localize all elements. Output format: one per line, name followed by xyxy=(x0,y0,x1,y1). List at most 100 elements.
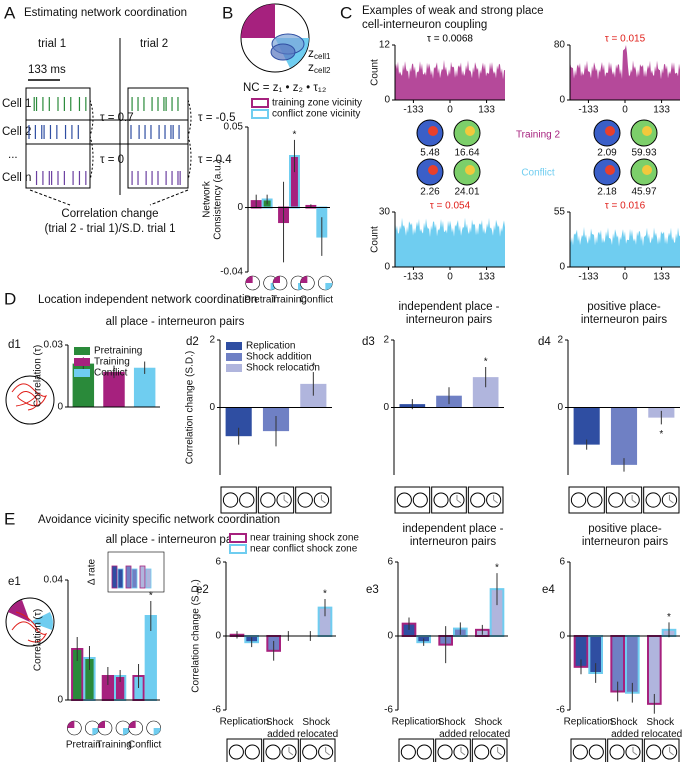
icon-box xyxy=(394,486,431,514)
histogram-fill xyxy=(395,59,505,100)
x-tick-label: Training xyxy=(96,740,132,751)
x-tick-label: Replication xyxy=(392,717,441,728)
shock-zone xyxy=(8,600,30,622)
icon-arena xyxy=(433,492,449,508)
icon-arena xyxy=(281,744,297,760)
icon-arena xyxy=(437,744,453,760)
x-tick-label: Shock relocated xyxy=(469,717,510,740)
panel-title: Examples of weak and strong place xyxy=(362,5,544,17)
icon-arena xyxy=(570,492,587,508)
tau-label: τ = 0.7 xyxy=(100,112,134,124)
panel-tag: e3 xyxy=(366,584,379,596)
icon-zone xyxy=(153,728,161,735)
panel-tag: e4 xyxy=(542,584,555,596)
icon-arena xyxy=(449,492,465,508)
icon-zone xyxy=(98,721,105,728)
x-tick-label: Pretrain xyxy=(66,740,101,751)
panel-label: D xyxy=(4,289,16,308)
x-tick-label: Shock relocated xyxy=(641,717,682,740)
panel-title: cell-interneuron coupling xyxy=(362,19,487,31)
legend-label: Training xyxy=(94,357,130,368)
icon-zone xyxy=(456,495,462,504)
icon-zone xyxy=(325,283,333,290)
legend-label: near training shock zone xyxy=(250,533,359,544)
highlight xyxy=(25,119,189,145)
x-tick-label: 0 xyxy=(622,272,628,283)
y-tick-label: 0 xyxy=(57,695,63,706)
y-tick-label: 0 xyxy=(387,631,393,642)
legend-swatch xyxy=(251,109,269,119)
condition-label: Training 2 xyxy=(516,130,561,141)
bar xyxy=(573,407,600,445)
x-tick-label: -133 xyxy=(578,105,598,116)
icon-zone xyxy=(288,747,294,756)
bar xyxy=(103,371,125,407)
subtitle: interneuron pairs xyxy=(406,314,493,326)
x-tick-label: 0 xyxy=(447,105,453,116)
trajectory-path xyxy=(11,383,47,411)
inset-bar xyxy=(131,568,138,589)
subtitle: positive place- xyxy=(588,523,662,535)
tau-label: τ = 0.0068 xyxy=(427,34,473,45)
annotation: * xyxy=(659,429,663,440)
legend-label: near conflict shock zone xyxy=(250,544,358,555)
histogram-fill xyxy=(570,45,680,100)
x-tick-label: 133 xyxy=(653,105,670,116)
icon-box xyxy=(263,738,299,762)
rate-label: 2.26 xyxy=(420,187,440,198)
x-tick-label: 133 xyxy=(653,272,670,283)
y-tick-label: 0 xyxy=(57,402,63,413)
annotation: * xyxy=(323,589,327,600)
icon-arena xyxy=(239,492,255,508)
tau-label: τ = 0 xyxy=(100,154,124,166)
icon-box xyxy=(607,738,643,762)
legend-label: Conflict xyxy=(94,368,128,379)
inset-bar xyxy=(117,568,124,589)
y-label: Correlation (τ) xyxy=(33,609,44,671)
icon-arena xyxy=(453,744,469,760)
icon-arena xyxy=(587,492,603,508)
icon-arena xyxy=(244,744,260,760)
x-tick-label: Conflict xyxy=(300,295,334,306)
y-tick-label: -6 xyxy=(384,705,393,716)
rate-label: 59.93 xyxy=(631,148,656,159)
histogram-fill xyxy=(570,226,680,267)
icon-box xyxy=(431,486,467,514)
icon-box xyxy=(435,738,471,762)
legend-swatch xyxy=(74,347,90,355)
icon-box xyxy=(568,486,605,514)
x-tick-label: -133 xyxy=(578,272,598,283)
legend-label: conflict zone vicinity xyxy=(272,109,360,120)
legend-label: Replication xyxy=(246,341,295,352)
subtitle: all place - interneuron pairs xyxy=(106,534,245,546)
icon-box xyxy=(295,486,332,514)
connector xyxy=(29,189,189,206)
x-tick-label: Shock added xyxy=(266,717,297,740)
field xyxy=(270,43,296,61)
inset-bar xyxy=(139,565,146,589)
cell-z: zcell1 xyxy=(308,46,331,61)
y-tick-label: 0 xyxy=(557,402,563,413)
icon-zone xyxy=(92,728,100,735)
icon-arena xyxy=(588,744,604,760)
tau-label: τ = 0.015 xyxy=(605,34,646,45)
y-tick-label: 6 xyxy=(559,557,565,568)
x-tick-label: -133 xyxy=(403,272,423,283)
panel-tag: e1 xyxy=(8,576,21,588)
panel-title: Avoidance vicinity specific network coor… xyxy=(38,514,280,526)
y-label: Network xyxy=(202,180,213,218)
y-tick-label: 0 xyxy=(237,202,243,213)
formula: NC = z₁ • z₂ • τ₁₂ xyxy=(243,82,326,94)
y-tick-label: 6 xyxy=(387,557,393,568)
icon-arena xyxy=(318,744,334,760)
rate-label: 24.01 xyxy=(454,187,479,198)
icon-arena xyxy=(625,744,641,760)
trajectory-path xyxy=(11,611,48,643)
x-tick-label: Training xyxy=(271,295,307,306)
icon-arena xyxy=(416,744,432,760)
icon-arena xyxy=(470,492,486,508)
icon-zone xyxy=(460,747,466,756)
scale-label: 133 ms xyxy=(28,64,66,76)
legend-label: Shock relocation xyxy=(246,363,320,374)
legend-swatch xyxy=(74,369,90,377)
